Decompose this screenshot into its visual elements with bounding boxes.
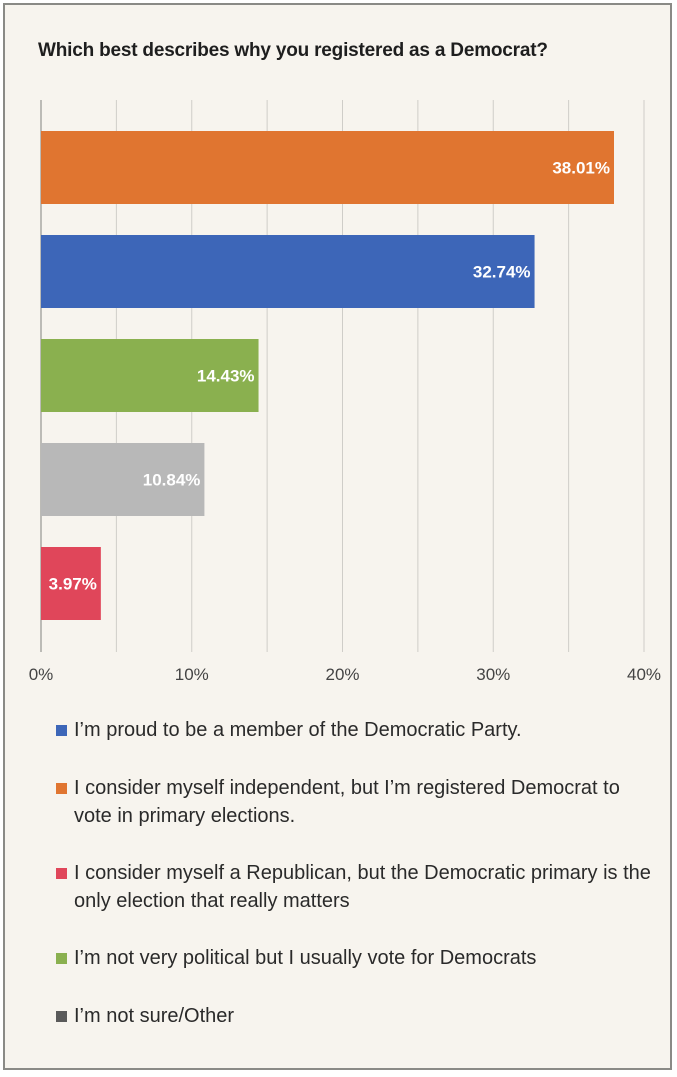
legend-item: I consider myself independent, but I’m r… xyxy=(54,774,654,830)
x-tick-label: 10% xyxy=(175,665,209,684)
chart-title: Which best describes why you registered … xyxy=(38,40,548,61)
legend-item: I’m not sure/Other xyxy=(54,1002,654,1030)
bar-chart-plot: 38.01% 32.74% 14.43% 10.84% 3.97% 0% 10% 20% 30… xyxy=(29,100,661,684)
legend-item: I’m not very political but I usually vot… xyxy=(54,944,654,972)
x-tick-label: 0% xyxy=(29,665,54,684)
bar xyxy=(41,131,615,204)
legend-swatch-gray xyxy=(56,1011,67,1022)
bar-value-label: 38.01% xyxy=(552,159,610,178)
legend-swatch-green xyxy=(56,953,67,964)
legend-swatch-blue xyxy=(56,725,67,736)
bars: 38.01% 32.74% 14.43% 10.84% 3.97% xyxy=(41,131,615,620)
x-tick-label: 40% xyxy=(627,665,661,684)
x-axis-ticks: 0% 10% 20% 30% 40% xyxy=(29,665,661,684)
legend-item: I consider myself a Republican, but the … xyxy=(54,859,654,915)
bar-value-label: 32.74% xyxy=(473,263,531,282)
legend: I’m proud to be a member of the Democrat… xyxy=(54,716,654,1060)
bar xyxy=(41,443,205,516)
legend-label: I’m proud to be a member of the Democrat… xyxy=(74,719,522,741)
legend-label: I consider myself independent, but I’m r… xyxy=(74,777,620,827)
legend-item: I’m proud to be a member of the Democrat… xyxy=(54,716,654,744)
legend-label: I’m not sure/Other xyxy=(74,1005,235,1027)
bar-value-label: 14.43% xyxy=(197,367,255,386)
bar xyxy=(41,547,101,620)
x-tick-label: 20% xyxy=(325,665,359,684)
bar-value-label: 3.97% xyxy=(49,575,97,594)
bar xyxy=(41,235,535,308)
legend-swatch-red xyxy=(56,868,67,879)
legend-label: I consider myself a Republican, but the … xyxy=(74,862,651,912)
bar-value-label: 10.84% xyxy=(143,471,201,490)
bar xyxy=(41,339,259,412)
legend-label: I’m not very political but I usually vot… xyxy=(74,947,537,969)
legend-swatch-orange xyxy=(56,783,67,794)
x-tick-label: 30% xyxy=(476,665,510,684)
